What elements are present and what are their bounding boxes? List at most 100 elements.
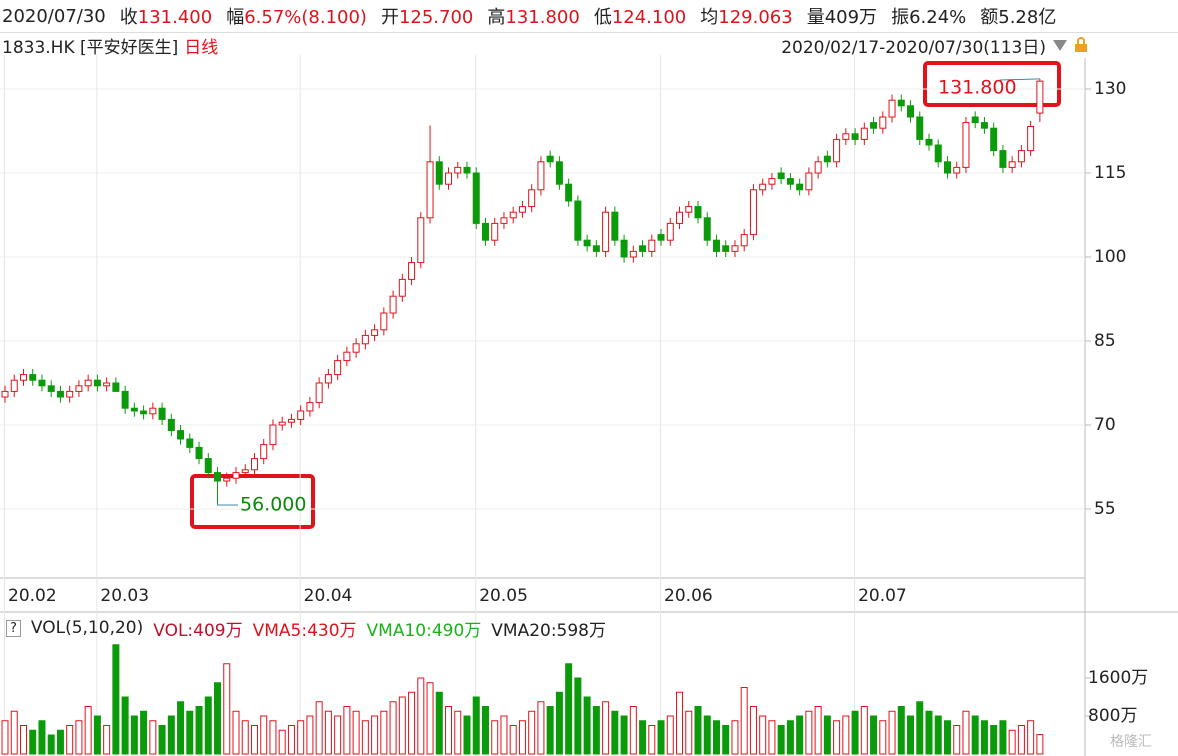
volume-bar xyxy=(583,696,591,755)
volume-bar xyxy=(796,715,804,755)
volume-bar xyxy=(140,710,148,755)
volume-bar xyxy=(518,720,526,755)
volume-bar xyxy=(805,710,813,755)
y-tick-label: 1600万 xyxy=(1088,668,1148,688)
candle-body xyxy=(759,183,767,191)
volume-bar xyxy=(361,720,369,755)
lock-icon[interactable] xyxy=(1074,37,1088,53)
volume-header-item: VMA20:598万 xyxy=(491,620,606,641)
candle-body xyxy=(786,178,794,185)
volume-bar xyxy=(93,715,101,755)
volume-bar xyxy=(56,729,64,755)
volume-bar xyxy=(223,663,231,755)
volume-header-item: VMA5:430万 xyxy=(252,620,357,641)
candle-body xyxy=(518,206,526,213)
candle-body xyxy=(971,116,979,124)
volume-bar xyxy=(759,715,767,755)
dropdown-icon[interactable] xyxy=(1052,38,1068,52)
volume-bar xyxy=(980,720,988,755)
candle-body xyxy=(361,334,369,345)
volume-header-item: VOL(5,10,20) xyxy=(30,618,144,638)
candle-body xyxy=(352,343,360,353)
candle-body xyxy=(851,133,859,140)
volume-bar xyxy=(648,725,656,755)
quote-label: 高 xyxy=(487,7,506,28)
candle-body xyxy=(223,477,231,482)
volume-bar xyxy=(823,715,831,755)
x-tick-label: 20.02 xyxy=(8,586,57,606)
candle-body xyxy=(84,379,92,387)
volume-bar xyxy=(777,725,785,755)
candle-body xyxy=(814,161,822,174)
candle-body xyxy=(546,155,554,163)
candle-body xyxy=(75,385,83,392)
candle-body xyxy=(620,239,628,258)
volume-bar xyxy=(1036,734,1044,755)
volume-bar xyxy=(278,729,286,755)
volume-bar xyxy=(685,710,693,755)
volume-bar xyxy=(463,715,471,755)
volume-bar xyxy=(786,720,794,755)
candle-body xyxy=(481,222,489,241)
candle-body xyxy=(250,458,258,471)
candle-body xyxy=(287,418,295,423)
candle-body xyxy=(19,374,27,381)
candle-body xyxy=(103,382,111,387)
volume-bar xyxy=(879,720,887,755)
x-tick-label: 20.03 xyxy=(100,586,149,606)
volume-bar xyxy=(990,725,998,755)
candle-body xyxy=(639,245,647,252)
candle-body xyxy=(167,418,175,432)
volume-bar xyxy=(1027,720,1035,755)
candle-body xyxy=(472,172,480,224)
candle-body xyxy=(306,402,314,412)
volume-bar xyxy=(712,720,720,755)
period[interactable]: 日线 xyxy=(184,37,219,58)
candle-body xyxy=(214,472,222,482)
candle-body xyxy=(528,189,536,208)
volume-bar xyxy=(611,710,619,755)
candle-body xyxy=(574,200,582,241)
quote-date: 2020/07/30 xyxy=(2,5,106,27)
annotation-leader xyxy=(999,78,1040,81)
y-tick-label: 100 xyxy=(1094,247,1126,267)
annotation: 56.000 xyxy=(240,494,306,516)
y-tick-label: 130 xyxy=(1094,79,1126,99)
candle-body xyxy=(749,189,757,236)
candle-body xyxy=(454,166,462,174)
quote-label: 额 xyxy=(980,7,999,28)
candle-body xyxy=(47,385,55,392)
volume-bar xyxy=(315,701,323,755)
volume-bar xyxy=(888,710,896,755)
volume-header: ? VOL(5,10,20) VOL:409万 VMA5:430万 VMA10:490万… xyxy=(0,616,606,641)
candle-body xyxy=(777,172,785,180)
quote-item: 收131.400 xyxy=(120,3,212,29)
candle-body xyxy=(602,211,610,252)
volume-bar xyxy=(509,725,517,755)
volume-bar xyxy=(500,715,508,755)
candle-body xyxy=(685,206,693,213)
x-tick-label: 20.05 xyxy=(479,586,528,606)
candle-body xyxy=(962,122,970,168)
candle-body xyxy=(324,374,332,384)
candle-body xyxy=(177,430,185,440)
volume-bar xyxy=(371,715,379,755)
quote-item: 振6.24% xyxy=(891,3,966,29)
volume-bar xyxy=(703,715,711,755)
volume-bar xyxy=(694,706,702,755)
candle-body xyxy=(657,234,665,241)
volume-bar xyxy=(103,725,111,755)
volume-bar xyxy=(537,701,545,755)
candle-body xyxy=(1,390,9,398)
candle-body xyxy=(10,379,18,392)
quote-label: 量 xyxy=(806,7,825,28)
volume-header-item: ? xyxy=(6,619,21,637)
title-bar: 1833.HK [平安好医生] 日线 xyxy=(0,33,219,58)
candle-body xyxy=(565,183,573,202)
volume-bar xyxy=(491,720,499,755)
date-range[interactable]: 2020/02/17-2020/07/30(113日) xyxy=(781,37,1046,58)
volume-bar xyxy=(916,701,924,755)
volume-bar xyxy=(167,715,175,755)
quote-item: 额5.28亿 xyxy=(980,3,1056,29)
candle-body xyxy=(907,105,915,118)
